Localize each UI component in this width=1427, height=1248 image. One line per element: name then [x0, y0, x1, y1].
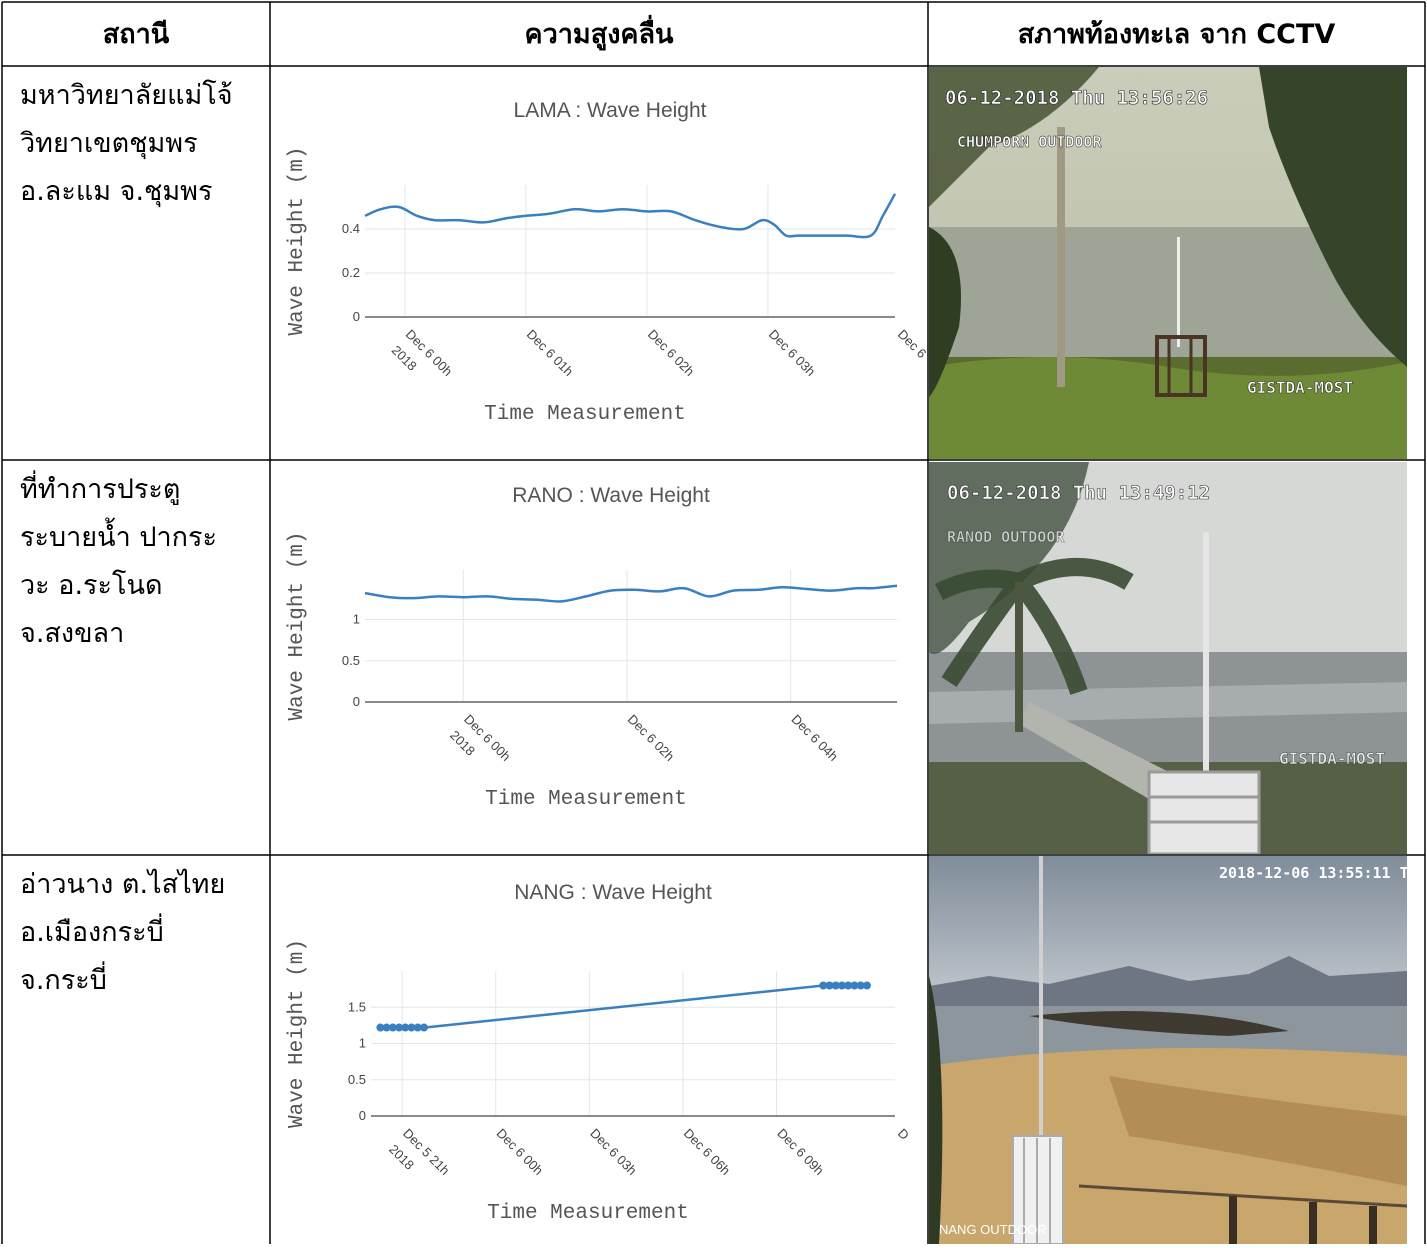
cctv-location-label: RANOD OUTDOOR [947, 528, 1065, 546]
x-axis-label: Time Measurement [484, 403, 686, 426]
data-point [856, 981, 865, 990]
y-tick-label: 0.4 [342, 221, 360, 236]
data-point [825, 981, 834, 990]
series-line [364, 584, 898, 603]
x-tick-label: Dec 6 04h [788, 712, 841, 765]
data-point [413, 1023, 422, 1032]
chart-nang: NANG : Wave Height 0 0.5 1 1.5 Dec 5 21h 2018 D… [272, 856, 927, 1248]
y-axis-label: Wave Height (m) [286, 146, 309, 335]
header-station: สถานี [102, 18, 170, 50]
cctv-timestamp: 06-12-2018 Thu 13:56:26 [945, 87, 1208, 109]
x-axis-label: Time Measurement [485, 788, 687, 811]
data-point [844, 981, 853, 990]
x-tick-label: Dec 6 03h [587, 1126, 640, 1179]
cctv-image-nang: 2018-12-06 13:55:11 Thu NANG OUTDOOR [929, 856, 1407, 1244]
y-tick-label: 0.5 [348, 1072, 366, 1087]
x-axis-label: Time Measurement [487, 1202, 689, 1225]
x-tick-label: Dec 6 03h [766, 327, 819, 380]
data-point [831, 981, 840, 990]
y-axis-label: Wave Height (m) [286, 939, 309, 1128]
x-tick-label: Dec 6 02h [625, 712, 678, 765]
x-tick-label: Dec 6 02h [645, 327, 698, 380]
series-line [380, 984, 867, 1029]
station-line: วะ อ.ระโนด [20, 570, 163, 601]
cctv-watermark: GISTDA-MOST [1247, 378, 1353, 397]
y-tick-label: 0 [359, 1108, 366, 1123]
y-tick-label: 0 [353, 694, 360, 709]
data-point [401, 1023, 410, 1032]
data-point [382, 1023, 391, 1032]
y-tick-label: 0.2 [342, 265, 360, 280]
station-line: มหาวิทยาลัยแม่โจ้ [20, 80, 233, 111]
station-line: จ.สงขลา [20, 618, 125, 649]
y-axis-label: Wave Height (m) [286, 531, 309, 720]
station-line: จ.กระบี่ [20, 965, 107, 996]
station-name-nang: อ่าวนาง ต.ไสไทย อ.เมืองกระบี่ จ.กระบี่ [20, 861, 270, 1005]
chart-rano: RANO : Wave Height 0 0.5 1 Dec 6 00h 2018 Dec … [272, 462, 927, 854]
station-line: อ่าวนาง ต.ไสไทย [20, 869, 226, 900]
data-point [376, 1023, 385, 1032]
y-tick-label: 0 [353, 309, 360, 324]
station-line: อ.ละแม จ.ชุมพร [20, 176, 213, 207]
y-tick-label: 1.5 [348, 999, 366, 1014]
data-point [837, 981, 846, 990]
header-wave-height: ความสูงคลื่น [524, 18, 674, 50]
chart-title: RANO : Wave Height [512, 484, 710, 507]
chart-lama: LAMA : Wave Height 0 0.2 0.4 Dec 6 00h 2018 De… [272, 67, 927, 459]
y-tick-label: 1 [359, 1036, 366, 1051]
cctv-location-label: CHUMPORN OUTDOOR [957, 133, 1102, 151]
cctv-image-ranod: 06-12-2018 Thu 13:49:12 RANOD OUTDOOR GI… [929, 462, 1407, 854]
x-tick-label: Dec 6 09h [774, 1126, 827, 1179]
station-line: วิทยาเขตชุมพร [20, 128, 198, 159]
data-point [862, 981, 871, 990]
station-line: ระบายน้ำ ปากระ [20, 522, 217, 553]
y-tick-label: 1 [353, 612, 360, 627]
header-cctv: สภาพท้องทะเล จาก CCTV [1017, 18, 1336, 50]
series-line [364, 193, 897, 239]
cctv-image-chumporn: 06-12-2018 Thu 13:56:26 CHUMPORN OUTDOOR… [929, 67, 1407, 459]
chart-title: NANG : Wave Height [514, 881, 712, 904]
cctv-timestamp: 2018-12-06 13:55:11 Thu [1219, 864, 1407, 882]
x-tick-label: Dec 6 01h [524, 327, 577, 380]
station-name-rano: ที่ทำการประตู ระบายน้ำ ปากระ วะ อ.ระโนด … [20, 466, 270, 658]
cctv-timestamp: 06-12-2018 Thu 13:49:12 [947, 482, 1210, 504]
x-tick-label: Dec 6 06h [681, 1126, 734, 1179]
data-point [395, 1023, 404, 1032]
y-tick-label: 0.5 [342, 653, 360, 668]
station-line: ที่ทำการประตู [20, 474, 181, 505]
data-point [407, 1023, 416, 1032]
cctv-location-label: NANG OUTDOOR [939, 1222, 1047, 1237]
x-tick-label: Dec 6 [895, 327, 927, 362]
data-point [388, 1023, 397, 1032]
data-point [819, 981, 828, 990]
data-point [850, 981, 859, 990]
station-line: อ.เมืองกระบี่ [20, 917, 164, 948]
station-name-lama: มหาวิทยาลัยแม่โจ้ วิทยาเขตชุมพร อ.ละแม จ… [20, 72, 270, 216]
x-tick-label: Dec 6 00h [494, 1126, 547, 1179]
data-point [420, 1023, 429, 1032]
x-tick-label: D [895, 1126, 912, 1143]
chart-title: LAMA : Wave Height [514, 99, 707, 122]
cctv-watermark: GISTDA-MOST [1279, 749, 1385, 768]
